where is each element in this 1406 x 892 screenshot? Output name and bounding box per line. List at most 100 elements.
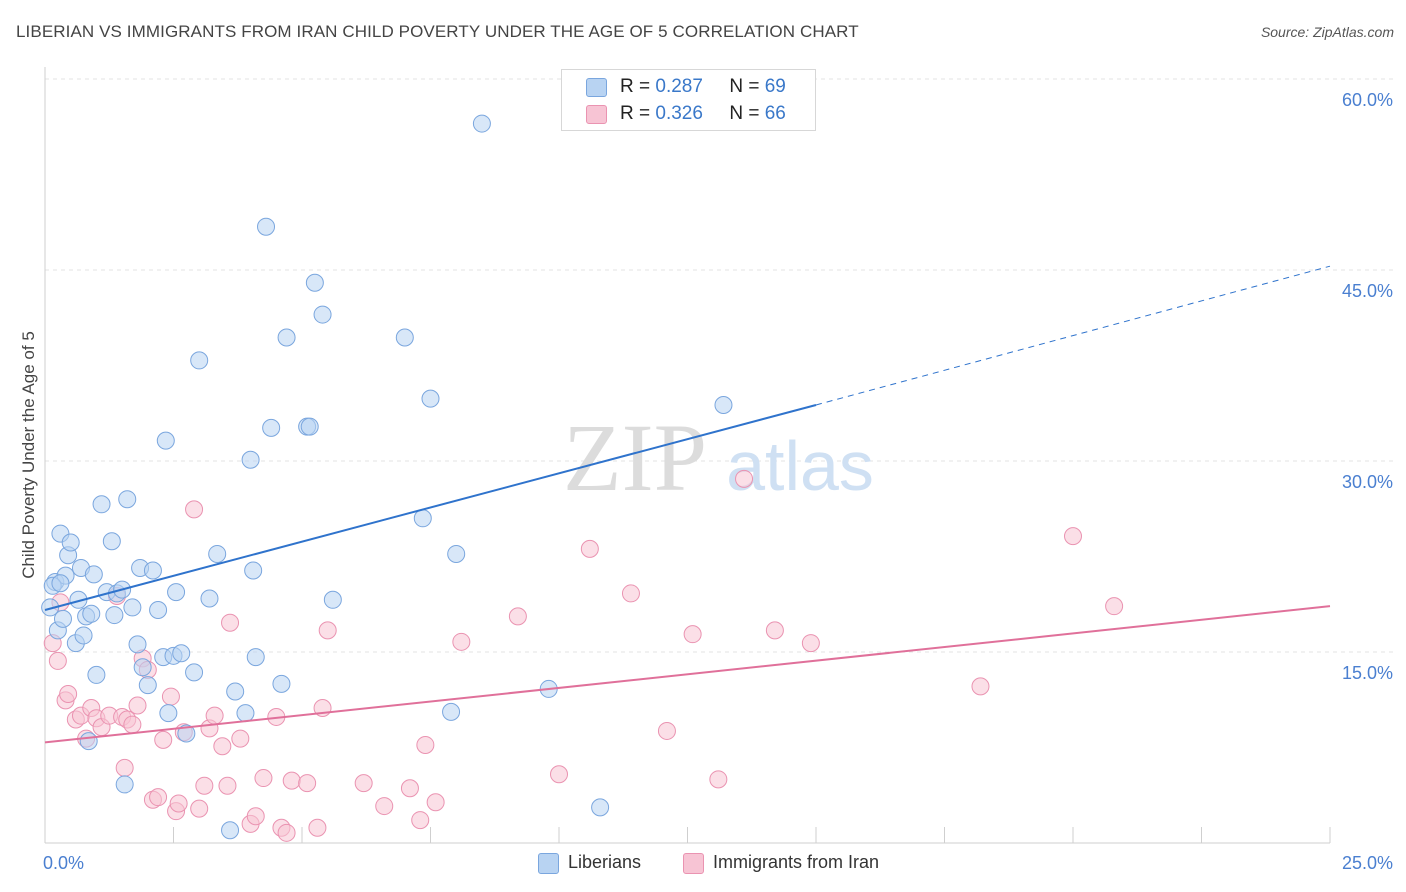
iran-point-31 [205,706,224,725]
tick-labels: 15.0% 30.0% 45.0% 60.0% 0.0% 25.0% [43,90,1393,873]
liberians-point-38 [177,724,196,743]
iran-point-32 [213,737,232,756]
legend-n-label: N = [729,103,760,124]
liberians-point-4 [53,609,72,628]
iran-point-37 [246,807,265,826]
legend-label-liberians: Liberians [568,852,642,872]
liberians-point-58 [395,328,414,347]
iran-point-1 [48,651,67,670]
liberians-point-16 [87,665,106,684]
liberians-point-55 [305,273,324,292]
iran-point-57 [621,584,640,603]
liberians-point-63 [472,114,491,133]
legend-swatch-iran [683,853,704,874]
liberians-point-66 [714,395,733,414]
iran-point-23 [161,687,180,706]
liberians-point-20 [105,606,124,625]
liberians-point-51 [272,674,291,693]
liberians-point-0 [41,598,60,617]
iran-point-54 [508,607,527,626]
iran-point-64 [971,677,990,696]
iran-point-17 [128,696,147,715]
liberians-point-44 [226,682,245,701]
iran-point-16 [123,715,142,734]
iran-point-21 [149,788,168,807]
iran-point-46 [318,621,337,640]
liberians-point-23 [115,775,134,794]
iran-point-58 [657,721,676,740]
liberians-point-13 [79,732,98,751]
iran-point-4 [59,685,78,704]
iran-point-47 [354,774,373,793]
iran-point-14 [115,758,134,777]
series-iran-points [43,469,1124,842]
liberians-point-47 [244,561,263,580]
liberians-point-59 [413,509,432,528]
axes [44,67,1331,844]
iran-point-60 [709,770,728,789]
liberians-point-11 [74,626,93,645]
iran-point-61 [735,469,754,488]
liberians-point-39 [185,663,204,682]
liberians-point-48 [246,648,265,667]
watermark-atlas: atlas [726,427,874,505]
legend-swatch-liberians [586,78,607,97]
legend-n-value-iran: 66 [764,103,786,124]
iran-point-25 [169,794,188,813]
liberians-point-17 [92,495,111,514]
liberians-point-56 [313,305,332,324]
correlation-legend: R = 0.287 N = 69 R = 0.326 N = 66 [561,69,816,131]
iran-point-52 [426,793,445,812]
liberians-point-41 [200,589,219,608]
legend-label-iran: Immigrants from Iran [713,852,880,872]
series-legend: Liberians Immigrants from Iran [0,851,1406,877]
legend-r-label: R = [620,76,651,97]
legend-swatch-iran [586,105,607,124]
iran-point-27 [185,500,204,519]
liberians-point-60 [421,389,440,408]
iran-point-56 [580,539,599,558]
gridlines [45,78,1393,653]
liberians-point-40 [190,351,209,370]
liberians-point-25 [123,598,142,617]
watermark: ZIP atlas [563,404,874,511]
legend-n-label: N = [729,76,760,97]
x-tick-label-max: 25.0% [1342,853,1393,873]
y-tick-label-3: 60.0% [1342,90,1393,110]
y-tick-label-0: 15.0% [1342,663,1393,683]
liberians-point-31 [149,600,168,619]
iran-point-51 [416,735,435,754]
liberians-point-34 [159,704,178,723]
liberians-point-46 [241,450,260,469]
liberians-point-45 [236,704,255,723]
liberians-point-61 [442,702,461,721]
iran-point-33 [218,776,237,795]
legend-r-value-liberians: 0.287 [655,76,703,97]
liberians-point-36 [167,583,186,602]
x-tick-label-min: 0.0% [43,853,84,873]
liberians-point-42 [208,544,227,563]
iran-point-48 [375,797,394,816]
iran-point-42 [282,771,301,790]
series-liberians-points [41,114,733,840]
trend-line-liberians-extension [815,265,1331,406]
liberians-point-28 [133,658,152,677]
iran-point-63 [801,634,820,653]
watermark-zip: ZIP [563,404,707,511]
iran-point-49 [400,779,419,798]
iran-point-50 [411,811,430,830]
iran-point-62 [765,621,784,640]
iran-point-29 [195,776,214,795]
iran-point-65 [1064,527,1082,546]
liberians-point-54 [300,417,319,436]
liberians-point-52 [277,328,296,347]
liberians-point-68 [51,574,70,593]
liberians-point-62 [447,544,466,563]
iran-point-66 [1105,597,1124,616]
liberians-point-15 [84,565,103,584]
liberians-point-43 [221,821,240,840]
liberians-point-19 [102,532,121,551]
iran-point-55 [550,765,568,784]
iran-point-43 [298,774,317,793]
